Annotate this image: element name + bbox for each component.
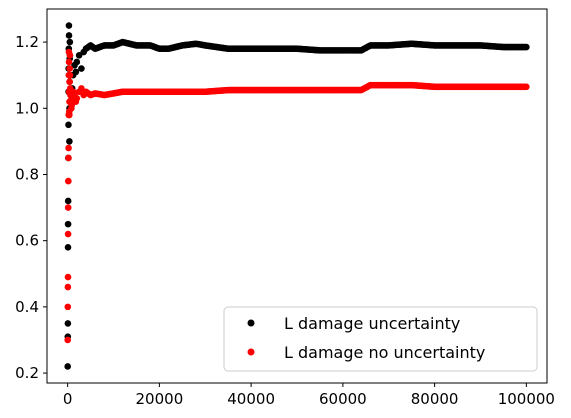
y-tick-label: 1.2 [15,33,39,51]
point [65,58,73,66]
point [65,32,73,39]
point [72,68,80,76]
point [66,52,74,59]
y-tick-label: 0.6 [15,232,39,250]
x-tick-label: 80000 [411,390,459,408]
x-axis: 0 20000 40000 60000 80000 100000 [63,383,555,408]
point [66,65,74,72]
legend-label-series-1: L damage no uncertainty [284,343,485,362]
point [65,177,72,185]
point [66,138,73,145]
series-1 [64,48,530,344]
point [64,273,72,281]
point [66,38,74,46]
point [65,154,72,162]
legend-marker-series-0 [247,319,255,327]
legend: L damage uncertainty L damage no uncerta… [223,306,538,372]
point [75,52,83,59]
point [78,65,85,72]
point [64,204,72,211]
point [64,283,72,291]
point [65,22,73,29]
point [64,336,71,344]
point [66,71,74,79]
y-tick-label: 0.4 [15,298,39,316]
legend-marker-series-1 [247,348,255,356]
plot-frame [46,8,548,384]
point [523,83,530,91]
point [66,111,73,119]
y-axis: 0.2 0.4 0.6 0.8 1.0 1.2 [15,33,47,382]
point [64,363,71,370]
x-tick-label: 60000 [319,390,367,408]
x-tick-label: 0 [63,390,73,408]
point [523,43,530,51]
point [65,144,72,152]
point [78,85,85,92]
y-tick-label: 1.0 [15,99,39,117]
x-tick-label: 100000 [498,390,555,408]
legend-box [223,306,538,372]
point [64,303,72,311]
y-tick-label: 0.8 [15,165,39,183]
point [64,230,72,238]
point [65,121,72,129]
points-layer [64,22,530,370]
point [64,220,72,228]
point [73,95,81,102]
legend-label-series-0: L damage uncertainty [284,314,460,333]
y-tick-label: 0.2 [15,364,39,382]
point [66,78,73,86]
point [64,197,72,205]
x-tick-label: 20000 [136,390,184,408]
point [64,320,72,327]
point [73,58,81,66]
point [64,244,72,251]
x-tick-label: 40000 [227,390,275,408]
